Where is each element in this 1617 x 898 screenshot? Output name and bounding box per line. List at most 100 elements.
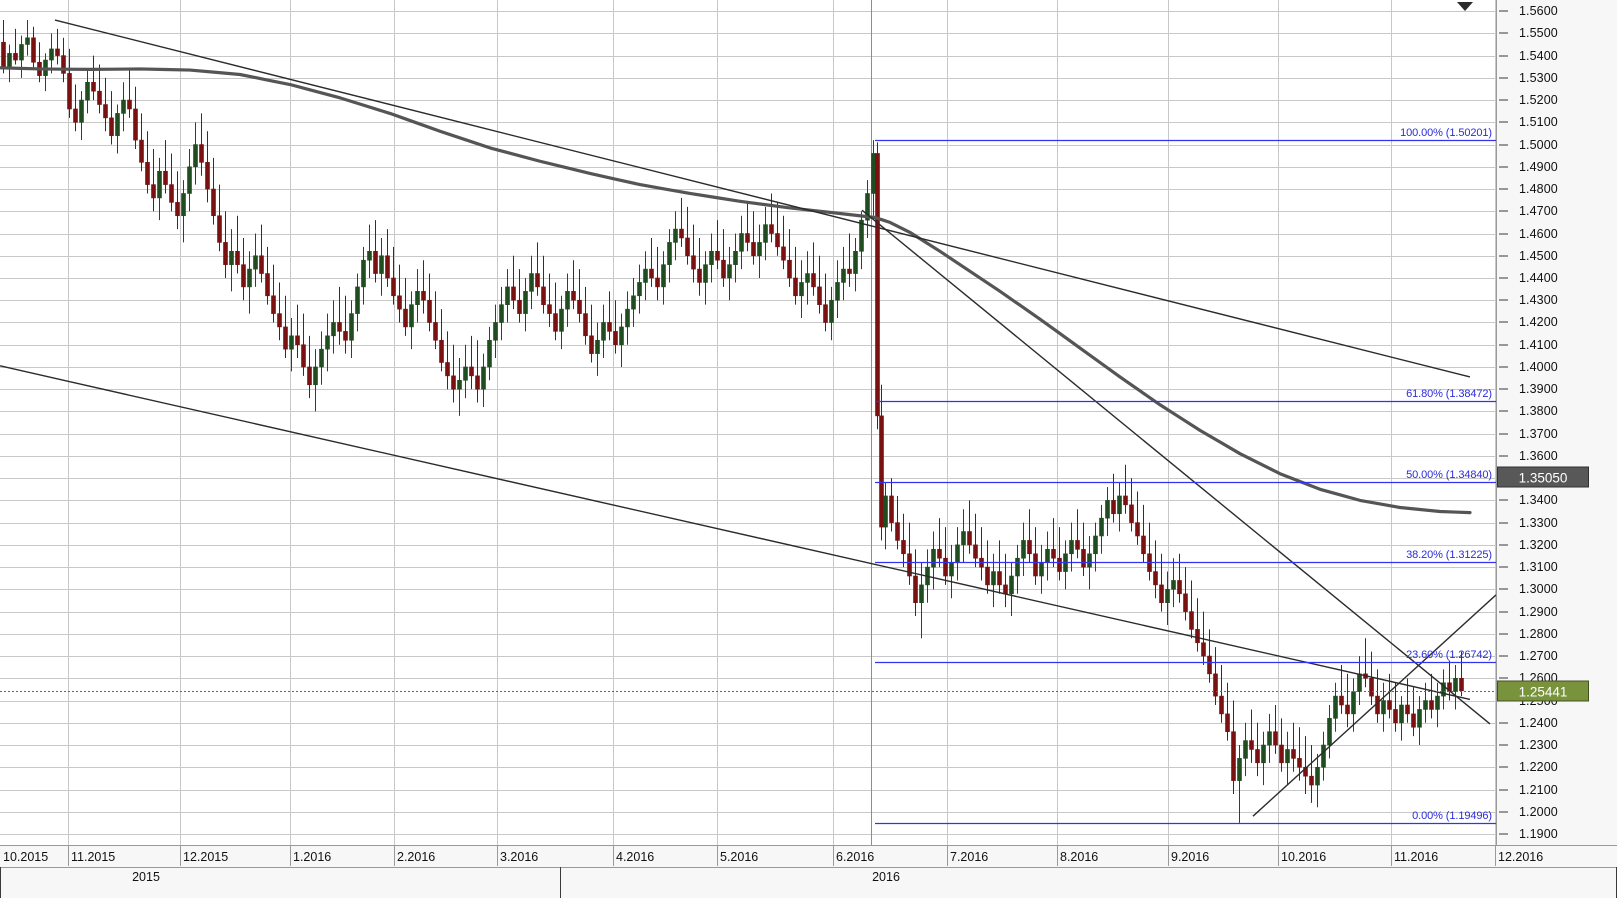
candle-body (1039, 562, 1044, 577)
candle-body (1087, 553, 1092, 568)
candle-body (715, 251, 720, 261)
candle-body (151, 184, 156, 199)
candle-body (397, 295, 402, 310)
candle-body (457, 380, 462, 390)
candle-body (1201, 642, 1206, 657)
candle-body (199, 144, 204, 163)
candle-body (409, 304, 414, 328)
trendline-ascending[interactable] (1252, 594, 1496, 817)
price-tick-label: 1.2800 (1519, 626, 1558, 641)
candle-body (61, 55, 66, 74)
candle-body (313, 366, 318, 386)
candle-body (631, 295, 636, 310)
candle-body (1273, 731, 1278, 746)
price-tick (1499, 121, 1508, 123)
candle-body (283, 326, 288, 350)
candle-body (1219, 695, 1224, 715)
price-tick (1499, 410, 1508, 412)
time-tick-label: 12.2016 (1498, 850, 1544, 864)
price-tick-label: 1.3400 (1519, 493, 1558, 508)
time-tick-label: 1.2016 (293, 850, 332, 864)
candle-body (871, 153, 876, 194)
candle-body (487, 339, 492, 368)
candle-body (421, 291, 426, 301)
candle-body (433, 322, 438, 341)
price-tick-label: 1.5000 (1519, 137, 1558, 152)
candle-body (589, 335, 594, 354)
candle-body (1423, 700, 1428, 710)
price-tick (1499, 677, 1508, 679)
candle-body (943, 557, 948, 577)
price-tick (1499, 811, 1508, 813)
price-tick (1499, 366, 1508, 368)
candle-body (223, 242, 228, 265)
candle-body (727, 264, 732, 279)
price-tick-label: 1.2200 (1519, 760, 1558, 775)
time-tick-separator (497, 846, 498, 866)
candle-body (139, 139, 144, 163)
candle-body (115, 113, 120, 136)
candle-body (637, 282, 642, 297)
time-axis[interactable]: 10.2015 11.2015 12.2015 1.2016 2.2016 3.2016 4… (0, 845, 1617, 898)
candle-body (181, 193, 186, 217)
price-tick (1499, 388, 1508, 390)
price-tick-label: 1.4200 (1519, 315, 1558, 330)
chart-plot-area[interactable]: 100.00% (1.50201) 61.80% (1.38472) 50.00% … (0, 0, 1496, 845)
candle-body (1009, 575, 1014, 595)
candle-body (1333, 695, 1338, 719)
time-tick-separator (833, 846, 834, 866)
candle-body (757, 242, 762, 257)
price-tick-label: 1.3100 (1519, 560, 1558, 575)
candle-body (607, 322, 612, 332)
candle-body (241, 264, 246, 288)
candle-body (841, 268, 846, 283)
candle-body (751, 242, 756, 257)
candle-body (25, 37, 30, 45)
candle-body (1177, 580, 1182, 595)
candle-body (343, 331, 348, 341)
time-tick-label: 8.2016 (1060, 850, 1099, 864)
candle-body (661, 264, 666, 288)
price-tick-label: 1.2900 (1519, 604, 1558, 619)
candle-body (889, 495, 894, 523)
fib-50-label: 50.00% (1.34840) (1406, 468, 1492, 481)
chevron-down-icon[interactable] (1457, 2, 1473, 11)
time-tick-label: 4.2016 (616, 850, 655, 864)
year-label: 2015 (132, 870, 160, 884)
candle-body (67, 73, 72, 110)
trendline-upper-descending[interactable] (54, 19, 1471, 378)
time-tick-label: 10.2016 (1281, 850, 1327, 864)
price-tick-label: 1.4700 (1519, 204, 1558, 219)
candle-body (235, 251, 240, 265)
candle-body (679, 228, 684, 239)
candle-body (169, 184, 174, 203)
trendline-lower-descending[interactable] (0, 365, 1471, 701)
price-tick-label: 1.2400 (1519, 715, 1558, 730)
price-tick (1499, 566, 1508, 568)
candle-body (85, 81, 90, 101)
candle-body (991, 571, 996, 586)
candle-body (319, 348, 324, 368)
candle-body (907, 553, 912, 577)
candle-body (205, 162, 210, 190)
candle-body (13, 53, 18, 61)
candle-body (883, 495, 888, 528)
candle-body (523, 291, 528, 314)
candle-body (31, 37, 36, 63)
candle-body (649, 268, 654, 279)
candle-body (265, 273, 270, 297)
price-tick (1499, 588, 1508, 590)
candle-body (697, 268, 702, 283)
time-tick-separator (1391, 846, 1392, 866)
year-separator (560, 867, 561, 898)
trendline-middle-descending[interactable] (861, 209, 1491, 725)
candle-body (391, 277, 396, 297)
candle-body (1129, 504, 1134, 523)
candle-body (1315, 766, 1320, 786)
candle-body (1441, 682, 1446, 697)
fib-618-label: 61.80% (1.38472) (1406, 387, 1492, 400)
candle-body (895, 522, 900, 541)
price-tick-label: 1.3900 (1519, 382, 1558, 397)
price-axis[interactable]: 1.5600 1.5500 1.5400 1.5300 1.5200 1.5100 1.50… (1496, 0, 1617, 845)
price-tick-label: 1.3000 (1519, 582, 1558, 597)
